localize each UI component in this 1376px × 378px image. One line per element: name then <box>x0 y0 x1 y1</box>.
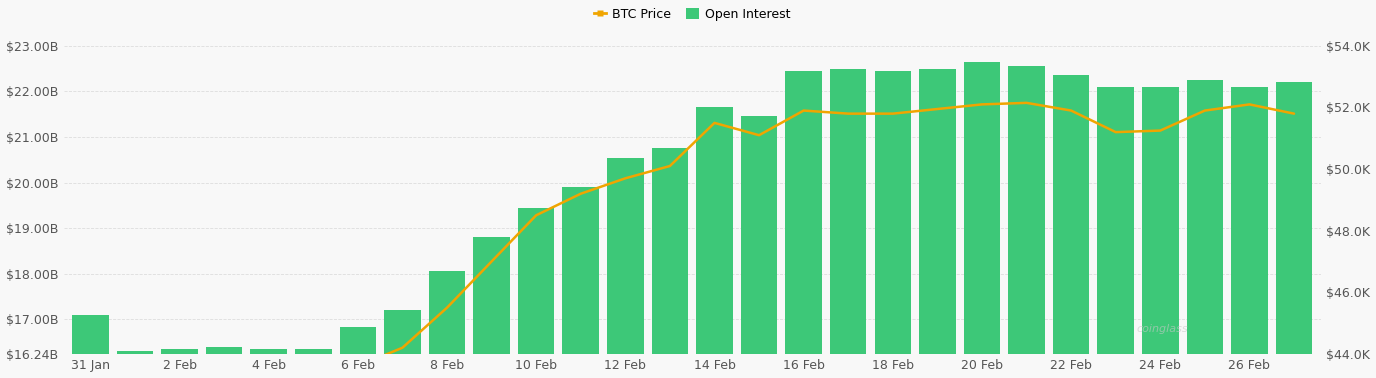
Bar <box>250 349 288 354</box>
Bar <box>963 62 1000 354</box>
Bar <box>294 349 332 354</box>
Bar <box>384 310 421 354</box>
Bar <box>919 69 956 354</box>
Bar <box>1053 76 1090 354</box>
Bar <box>1009 67 1044 354</box>
Bar <box>473 237 510 354</box>
Bar <box>517 208 555 354</box>
Bar <box>340 327 376 354</box>
Bar <box>1232 87 1267 354</box>
Bar <box>563 187 599 354</box>
Bar <box>206 347 242 354</box>
Bar <box>786 71 821 354</box>
Bar <box>652 149 688 354</box>
Bar <box>429 271 465 354</box>
Bar <box>1186 80 1223 354</box>
Bar <box>1142 87 1179 354</box>
Bar <box>1098 87 1134 354</box>
Bar <box>1276 82 1313 354</box>
Bar <box>161 349 198 354</box>
Bar <box>875 71 911 354</box>
Bar <box>72 315 109 354</box>
Bar <box>607 158 644 354</box>
Text: coinglass: coinglass <box>1137 324 1189 334</box>
Bar <box>696 107 733 354</box>
Bar <box>117 351 153 354</box>
Bar <box>740 116 777 354</box>
Legend: BTC Price, Open Interest: BTC Price, Open Interest <box>589 3 795 26</box>
Bar <box>830 69 867 354</box>
